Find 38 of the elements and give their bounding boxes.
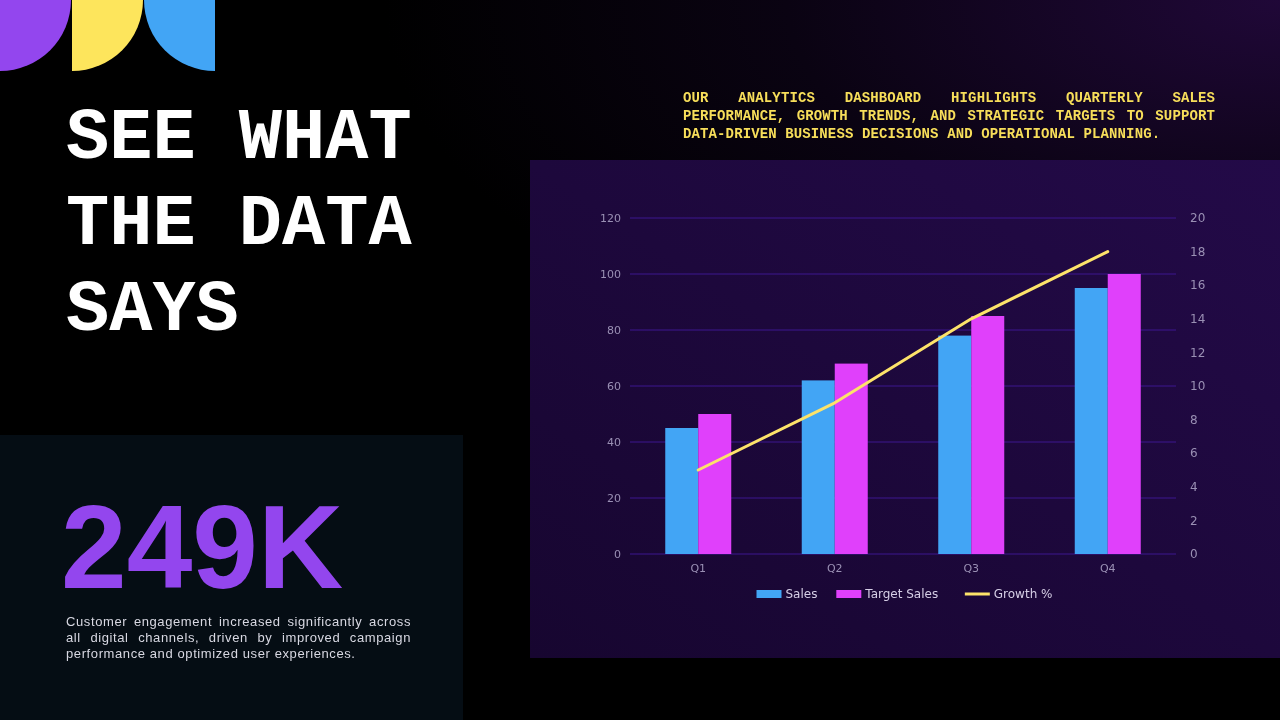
bar	[698, 414, 732, 554]
y2-tick-label: 6	[1190, 446, 1198, 461]
legend-label: Target Sales	[864, 587, 939, 602]
text: 249K	[61, 481, 344, 613]
y2-tick-label: 8	[1190, 412, 1198, 427]
y-tick-label: 20	[607, 491, 621, 505]
y2-tick-label: 12	[1190, 345, 1206, 360]
x-tick-label: Q3	[963, 561, 980, 575]
bar	[1074, 288, 1108, 554]
x-tick-label: Q2	[826, 561, 843, 575]
y-tick-label: 40	[607, 435, 621, 449]
y-tick-label: 120	[600, 211, 621, 225]
y2-tick-label: 14	[1190, 312, 1206, 326]
x-tick-label: Q4	[1099, 561, 1116, 575]
y-tick-label: 100	[600, 267, 621, 281]
line-series	[696, 250, 1110, 472]
bar	[801, 380, 835, 554]
bar	[1107, 274, 1141, 554]
x-tick-label: Q1	[690, 561, 707, 575]
bar	[834, 363, 868, 554]
y2-tick-label: 18	[1190, 244, 1206, 259]
chart-title: SEE WHAT THE DATA SAYS	[66, 97, 413, 354]
y-tick-label: 60	[607, 379, 621, 393]
y2-tick-label: 0	[1190, 547, 1198, 562]
bar	[665, 428, 699, 554]
y2-tick-label: 20	[1190, 211, 1206, 226]
bar	[938, 335, 972, 554]
y-tick-label: 80	[607, 323, 621, 337]
y2-tick-label: 10	[1190, 379, 1206, 394]
bar	[971, 316, 1005, 554]
y-tick-label: 0	[614, 547, 621, 561]
text: Customer engagement increased significantly across all digital channels, driven by improved campaign performance and optimized user experiences.	[66, 614, 411, 662]
y2-tick-label: 16	[1190, 278, 1206, 293]
legend-label: Growth %	[993, 587, 1053, 602]
y2-tick-label: 2	[1190, 513, 1198, 528]
chart-subtitle: OUR ANALYTICS DASHBOARD HIGHLIGHTS QUARTERLY SALES PERFORMANCE, GROWTH TRENDS, AND STRATEGIC TARGETS TO SUPPORT DATA-DRIVEN BUSINESS DECISIONS AND OPERATIONAL PLANNING.	[683, 89, 1215, 143]
legend-label: Sales	[785, 587, 818, 602]
y2-tick-label: 4	[1190, 480, 1198, 494]
